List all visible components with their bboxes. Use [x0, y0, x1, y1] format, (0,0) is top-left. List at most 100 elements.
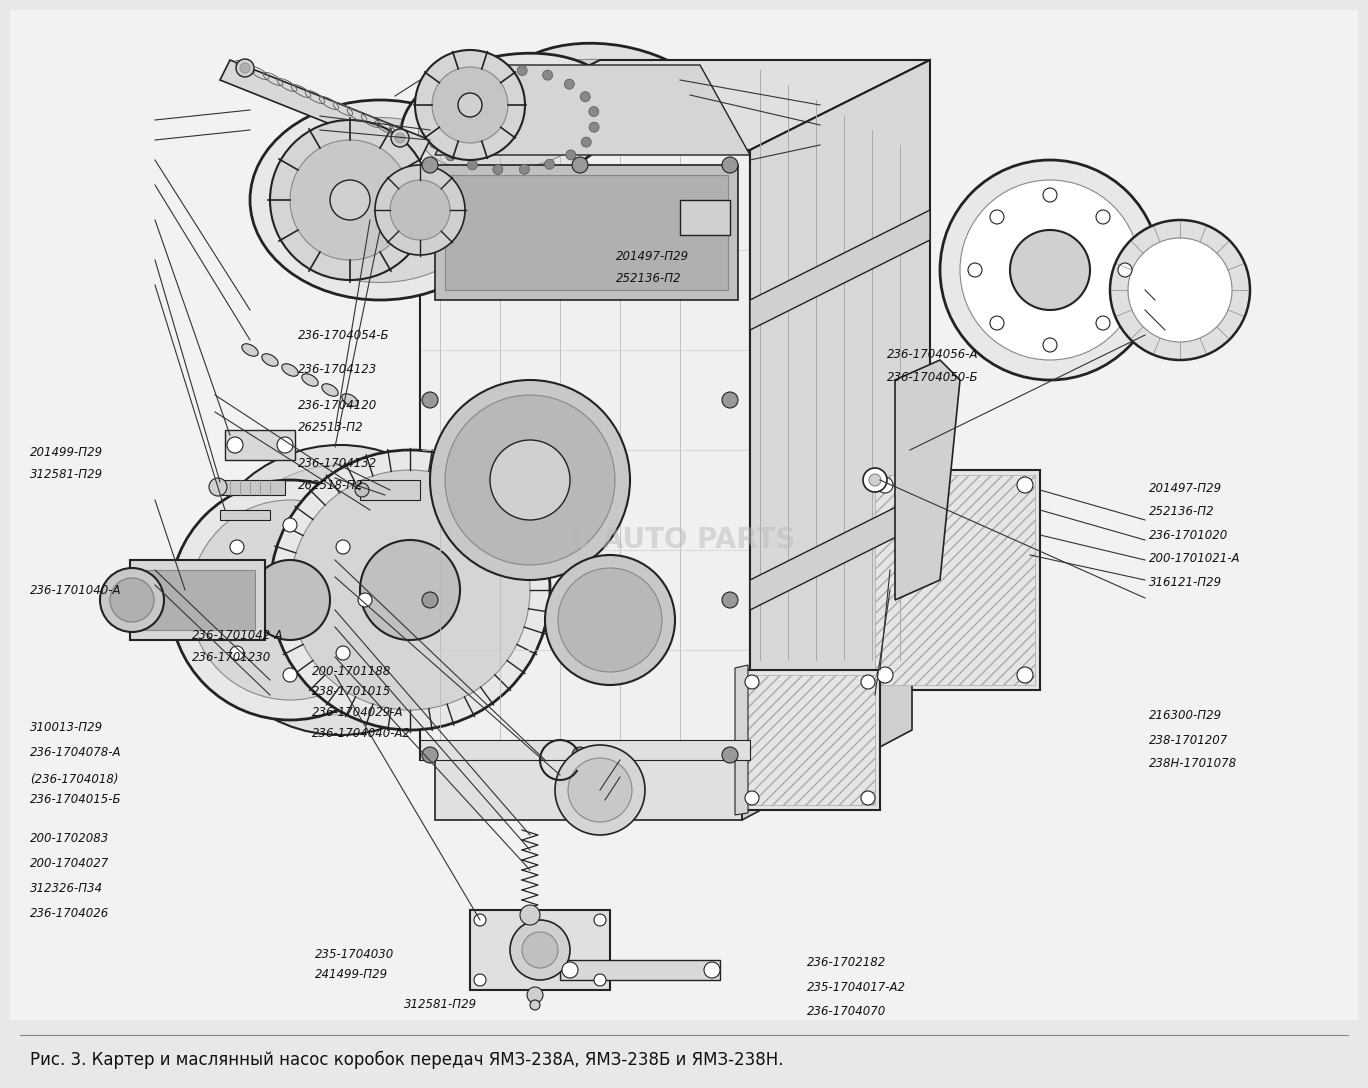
Text: 201497-П29: 201497-П29 — [616, 250, 688, 263]
Circle shape — [360, 540, 460, 640]
Circle shape — [100, 568, 164, 632]
Ellipse shape — [250, 100, 510, 300]
Polygon shape — [435, 757, 741, 820]
Circle shape — [209, 478, 227, 496]
Circle shape — [581, 137, 591, 147]
Circle shape — [594, 974, 606, 986]
Text: 312581-П29: 312581-П29 — [404, 998, 476, 1011]
Text: 238Н-1701078: 238Н-1701078 — [1149, 757, 1237, 770]
Circle shape — [869, 474, 881, 486]
Circle shape — [722, 157, 737, 173]
Text: 236-1704015-Б: 236-1704015-Б — [30, 793, 122, 806]
Text: 241499-П29: 241499-П29 — [315, 968, 387, 981]
Polygon shape — [220, 510, 269, 520]
Text: 216300-П29: 216300-П29 — [1149, 709, 1222, 722]
Bar — [876, 475, 1036, 685]
Polygon shape — [215, 480, 285, 495]
Circle shape — [544, 555, 674, 685]
Circle shape — [421, 592, 438, 608]
Circle shape — [568, 758, 632, 823]
Ellipse shape — [419, 69, 602, 172]
Text: 200-1701188: 200-1701188 — [312, 665, 391, 678]
Text: 236-1704123: 236-1704123 — [298, 363, 378, 376]
Polygon shape — [895, 360, 960, 599]
Circle shape — [1109, 220, 1250, 360]
Text: 236-1704120: 236-1704120 — [298, 399, 378, 412]
Polygon shape — [560, 960, 720, 980]
Circle shape — [421, 108, 431, 118]
Circle shape — [290, 140, 410, 260]
Polygon shape — [471, 910, 610, 990]
Circle shape — [520, 905, 540, 925]
Circle shape — [565, 79, 575, 89]
Circle shape — [543, 70, 553, 81]
Text: 200-1704027: 200-1704027 — [30, 857, 109, 870]
Text: Рис. 3. Картер и маслянный насос коробок передач ЯМЗ-238А, ЯМЗ-238Б и ЯМЗ-238Н.: Рис. 3. Картер и маслянный насос коробок… — [30, 1051, 784, 1070]
Polygon shape — [750, 210, 930, 330]
Text: 201499-П29: 201499-П29 — [30, 446, 103, 459]
Circle shape — [375, 165, 465, 255]
Text: 236-1704050-Б: 236-1704050-Б — [886, 371, 978, 384]
Circle shape — [215, 465, 465, 715]
Circle shape — [356, 483, 369, 497]
Circle shape — [544, 159, 554, 170]
Text: 310013-П29: 310013-П29 — [30, 721, 103, 734]
Circle shape — [572, 747, 588, 763]
Polygon shape — [740, 670, 880, 809]
Circle shape — [430, 380, 631, 580]
Polygon shape — [420, 60, 930, 150]
Circle shape — [705, 962, 720, 978]
Polygon shape — [435, 65, 750, 154]
Circle shape — [170, 480, 410, 720]
Ellipse shape — [302, 374, 319, 386]
Circle shape — [239, 63, 250, 73]
Circle shape — [558, 568, 662, 672]
Ellipse shape — [242, 344, 259, 356]
Circle shape — [473, 914, 486, 926]
Ellipse shape — [497, 44, 724, 187]
Text: 235-1704017-А2: 235-1704017-А2 — [807, 981, 906, 994]
Bar — [360, 480, 420, 500]
Circle shape — [330, 180, 369, 220]
Text: 238-1701207: 238-1701207 — [1149, 734, 1228, 747]
Circle shape — [860, 791, 876, 805]
Circle shape — [1010, 230, 1090, 310]
Circle shape — [421, 392, 438, 408]
Circle shape — [562, 962, 579, 978]
Circle shape — [746, 675, 759, 689]
Polygon shape — [435, 165, 737, 300]
Text: 238-1701015: 238-1701015 — [312, 685, 391, 698]
Circle shape — [227, 437, 244, 453]
Polygon shape — [224, 430, 295, 460]
Polygon shape — [741, 668, 912, 820]
Circle shape — [517, 65, 527, 75]
Text: 236-1704132: 236-1704132 — [298, 457, 378, 470]
Circle shape — [877, 667, 893, 683]
Polygon shape — [445, 175, 728, 290]
Polygon shape — [750, 490, 930, 610]
Circle shape — [492, 164, 503, 174]
Text: 236-1701040-А: 236-1701040-А — [30, 584, 122, 597]
Text: 236-1704056-А: 236-1704056-А — [886, 348, 978, 361]
Ellipse shape — [401, 53, 618, 187]
Ellipse shape — [321, 384, 338, 396]
Ellipse shape — [342, 394, 358, 406]
Text: 312326-П34: 312326-П34 — [30, 882, 103, 895]
Polygon shape — [130, 560, 265, 640]
Circle shape — [877, 477, 893, 493]
Circle shape — [510, 920, 570, 980]
Circle shape — [1042, 188, 1057, 202]
Circle shape — [722, 392, 737, 408]
Circle shape — [446, 151, 456, 161]
Circle shape — [960, 180, 1140, 360]
Circle shape — [746, 791, 759, 805]
Circle shape — [196, 445, 486, 735]
Text: 316121-П29: 316121-П29 — [1149, 576, 1222, 589]
Text: 200-1702083: 200-1702083 — [30, 832, 109, 845]
Text: 262518-П2: 262518-П2 — [298, 479, 364, 492]
Circle shape — [276, 437, 293, 453]
Text: 236-1701020: 236-1701020 — [1149, 529, 1228, 542]
Circle shape — [432, 67, 508, 143]
Text: 312581-П29: 312581-П29 — [30, 468, 103, 481]
Circle shape — [590, 122, 599, 132]
